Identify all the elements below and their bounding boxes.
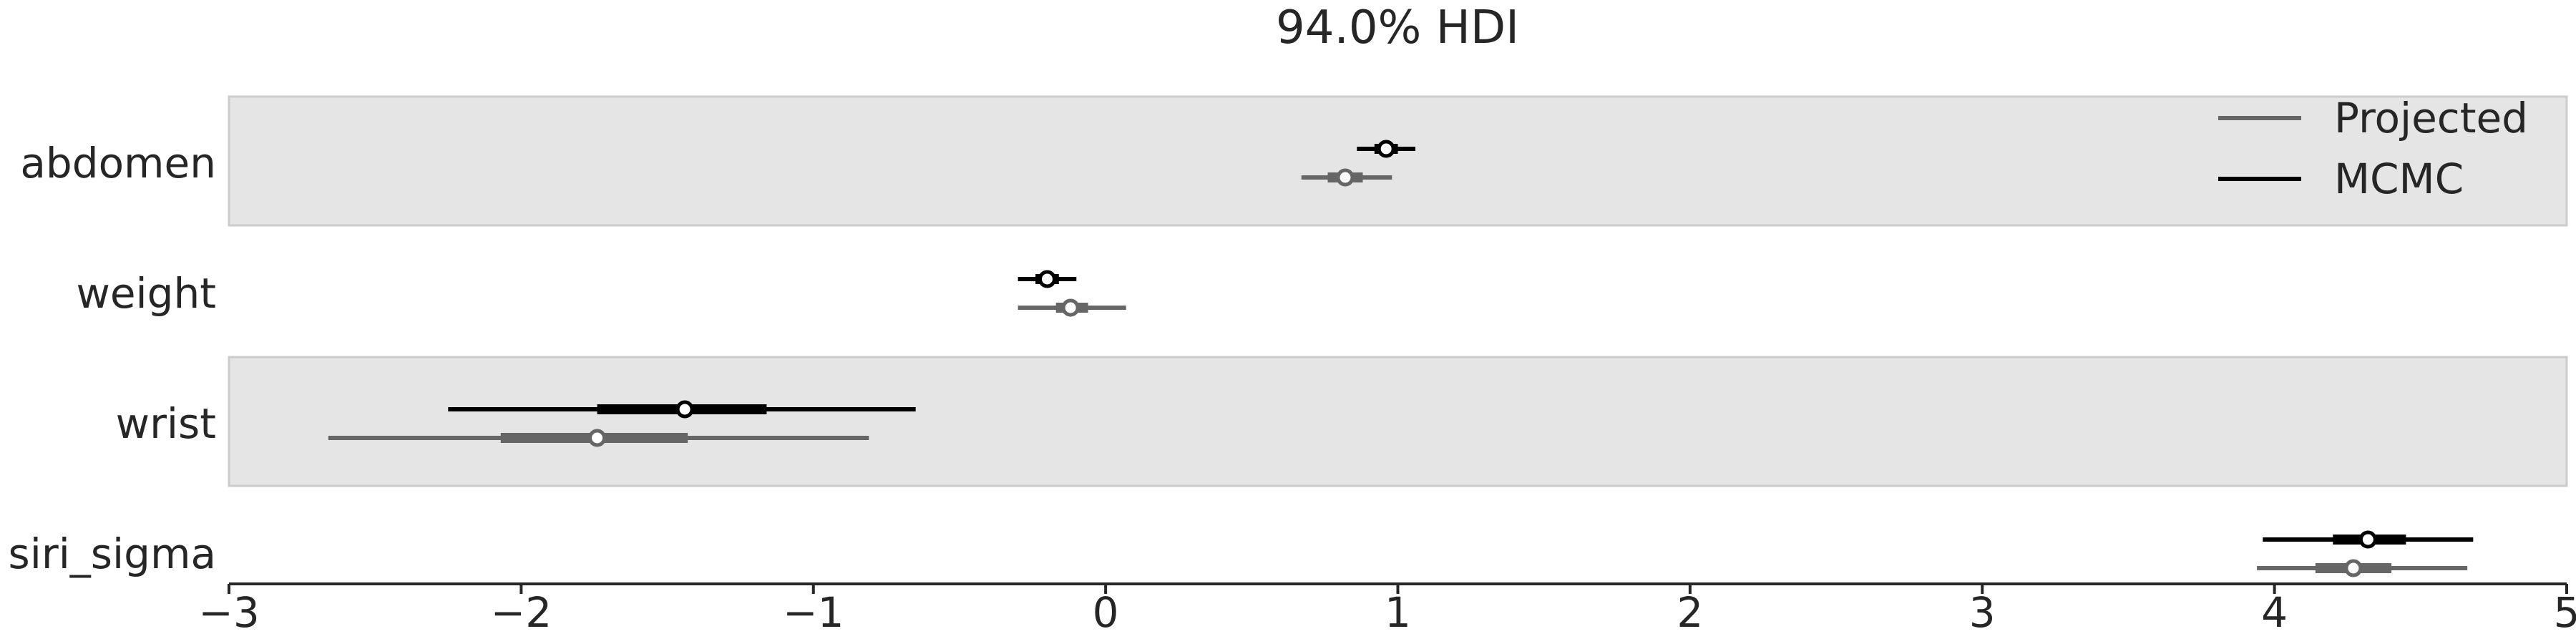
mean-point-mcmc-weight [1038, 270, 1056, 288]
y-axis-labels: abdomen weight wrist siri_sigma [9, 139, 216, 578]
x-tick-label-1: −2 [491, 588, 552, 637]
x-tick-label-0: −3 [198, 588, 260, 637]
mean-point-mcmc-abdomen [1377, 140, 1395, 158]
legend-label-mcmc: MCMC [2334, 155, 2464, 203]
row-bands [228, 95, 2568, 487]
x-tick-label-2: −1 [783, 588, 844, 637]
plot-marks [328, 140, 2474, 577]
x-tick-label-3: 0 [1093, 588, 1119, 637]
mean-point-projected-abdomen [1336, 168, 1355, 187]
x-tick-label-8: 5 [2554, 588, 2576, 637]
x-tick-label-4: 1 [1385, 588, 1411, 637]
mean-point-mcmc-siri_sigma [2358, 530, 2377, 549]
y-label-weight: weight [76, 269, 216, 318]
legend: Projected MCMC [2218, 94, 2528, 203]
chart-title: 94.0% HDI [1276, 1, 1519, 54]
mean-point-projected-wrist [588, 429, 607, 447]
row-band-wrist [228, 356, 2568, 487]
x-tick-label-6: 3 [1969, 588, 1996, 637]
mean-point-projected-siri_sigma [2344, 559, 2363, 577]
mean-point-projected-weight [1061, 298, 1080, 317]
x-tick-label-5: 2 [1677, 588, 1703, 637]
mean-point-mcmc-wrist [675, 400, 694, 419]
x-tick-label-7: 4 [2261, 588, 2288, 637]
y-label-wrist: wrist [116, 399, 216, 448]
y-label-abdomen: abdomen [20, 139, 216, 187]
y-label-siri_sigma: siri_sigma [9, 530, 216, 578]
x-axis: −3 −2 −1 0 1 2 3 4 5 [198, 582, 2576, 637]
row-band-abdomen [228, 95, 2568, 227]
legend-label-projected: Projected [2334, 94, 2528, 142]
